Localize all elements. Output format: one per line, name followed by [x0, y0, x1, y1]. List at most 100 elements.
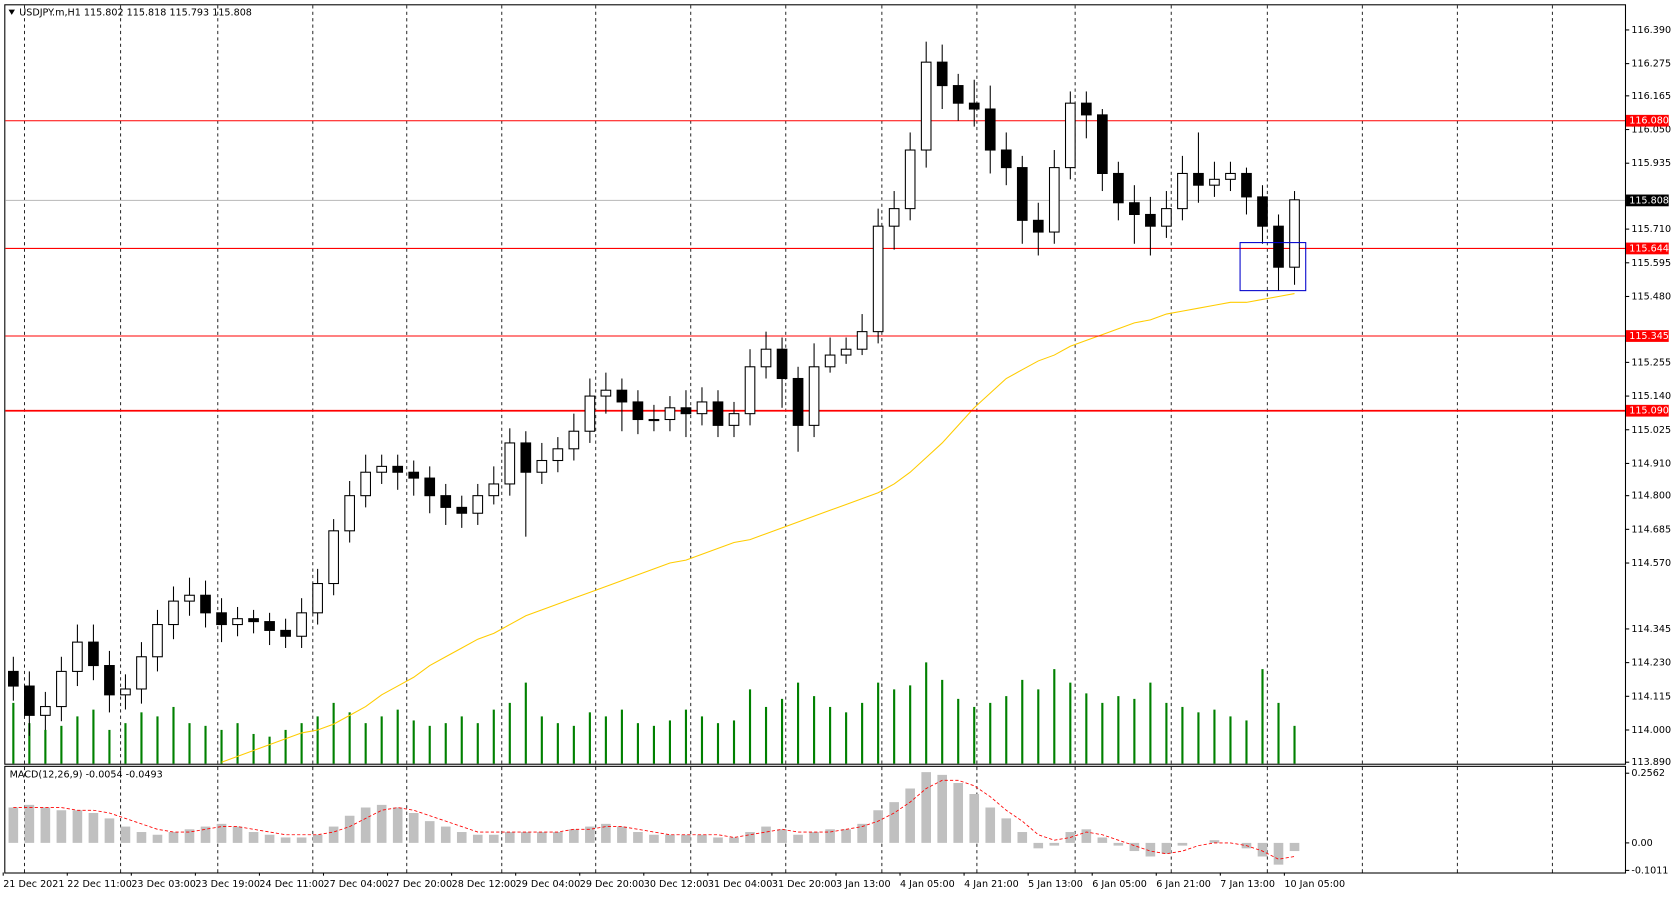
y2-tick-label: -0.1011 [1631, 865, 1668, 876]
candle-body [728, 413, 740, 426]
candle-body [904, 149, 916, 210]
candle-body [120, 688, 131, 696]
moving-average [221, 293, 1295, 763]
candle-body [920, 61, 932, 151]
y-tick-label: 116.275 [1631, 59, 1671, 70]
x-tick-label: 3 Jan 13:00 [836, 879, 891, 890]
candle-body [296, 612, 307, 637]
y-tick-label: 114.230 [1631, 658, 1671, 669]
signal-value: -0.0493 [126, 769, 163, 780]
macd-value: -0.0054 [86, 769, 123, 780]
candle-body [808, 366, 820, 426]
chart-header: USDJPY.m,H1 115.802 115.818 115.793 115.… [19, 7, 252, 18]
y-tick-label: 115.935 [1631, 158, 1671, 169]
candle-body [1225, 172, 1236, 180]
candle-body [72, 641, 83, 672]
level-label: 115.090 [1629, 406, 1669, 417]
level-label: 115.644 [1629, 243, 1669, 254]
y-tick-label: 114.345 [1631, 624, 1671, 635]
symbol: USDJPY.m,H1 [19, 7, 81, 18]
plot: 116.390 116.275 116.165 116.050 115.935 115.7… [2, 25, 1671, 890]
candle-body [856, 331, 868, 350]
candle-body [1241, 172, 1252, 198]
last-price-tag [1626, 194, 1669, 207]
level-tag [1626, 242, 1669, 255]
candle-body [600, 389, 612, 397]
y-tick-label: 115.255 [1631, 357, 1671, 368]
candle-body [440, 495, 452, 508]
x-tick-label: 4 Jan 05:00 [900, 879, 955, 890]
candle-body [456, 506, 468, 514]
candle-body [8, 670, 19, 687]
candle-body [648, 418, 660, 422]
x-tick-label: 10 Jan 05:00 [1284, 879, 1345, 890]
header-low: 115.793 [169, 7, 209, 18]
candle-body [712, 401, 724, 426]
candle-body [472, 495, 484, 514]
candle-body [232, 618, 243, 626]
candle-body [488, 483, 500, 497]
candle-body [1193, 172, 1204, 186]
candle-body [1145, 213, 1156, 227]
level-tag [1626, 404, 1669, 417]
x-tick-label: 24 Dec 11:00 [259, 879, 324, 890]
candle-body [984, 108, 996, 151]
candle-body [392, 465, 404, 473]
level-tag [1626, 330, 1669, 342]
candle-body [520, 442, 532, 473]
x-tick-label: 28 Dec 12:00 [452, 879, 517, 890]
candle-body [792, 377, 804, 426]
macd-pane [4, 765, 1627, 874]
x-tick-label: 30 Dec 12:00 [644, 879, 709, 890]
y-tick-label: 114.685 [1631, 524, 1671, 535]
y-tick-label: 114.000 [1631, 725, 1671, 736]
candle-body [936, 61, 948, 87]
candle-body [1064, 102, 1076, 169]
candle-body [632, 401, 644, 421]
y-tick-label: 114.115 [1631, 691, 1671, 702]
candle-body [88, 641, 99, 667]
y-tick-label: 116.165 [1631, 91, 1671, 102]
candle-body [264, 621, 275, 631]
candle-body [1048, 167, 1060, 233]
candle-body [1289, 199, 1300, 268]
candle-body [1097, 114, 1108, 174]
candle-body [184, 594, 195, 602]
macd-title: MACD(12,26,9) [10, 769, 83, 780]
y-tick-label: 115.595 [1631, 258, 1671, 269]
y-tick-label: 114.570 [1631, 558, 1671, 569]
candle-body [1000, 149, 1012, 169]
candle-body [168, 600, 179, 626]
candle-body [280, 629, 291, 637]
candle-body [424, 477, 436, 497]
x-tick-label: 5 Jan 13:00 [1028, 879, 1083, 890]
candle-body [584, 395, 596, 432]
candle-body [376, 465, 388, 473]
header-open: 115.802 [84, 7, 124, 18]
candle-body [1273, 225, 1284, 268]
level-label: 115.345 [1629, 331, 1669, 342]
y2-tick-label: 0.00 [1631, 838, 1652, 849]
y-tick-label: 116.390 [1631, 25, 1671, 36]
x-tick-label: 31 Dec 04:00 [708, 879, 773, 890]
candle-body [568, 430, 580, 450]
macd-header: MACD(12,26,9) -0.0054 -0.0493 [10, 769, 163, 780]
x-tick-label: 29 Dec 20:00 [580, 879, 645, 890]
y-tick-label: 115.480 [1631, 291, 1671, 302]
x-tick-label: 23 Dec 19:00 [195, 879, 260, 890]
candle-body [344, 495, 355, 532]
x-tick-label: 22 Dec 11:00 [67, 879, 132, 890]
level-label: 116.080 [1629, 116, 1669, 127]
candle-body [1209, 178, 1220, 186]
y-tick-label: 115.710 [1631, 224, 1671, 235]
y-tick-label: 113.890 [1631, 757, 1671, 768]
candle-body [552, 448, 564, 462]
x-tick-label: 4 Jan 21:00 [964, 879, 1019, 890]
menu-arrow [8, 9, 15, 15]
candle-body [56, 670, 67, 708]
candle-body [616, 389, 628, 403]
x-tick-label: 21 Dec 2021 [3, 879, 64, 890]
y-tick-label: 116.050 [1631, 125, 1671, 136]
candle-body [744, 366, 756, 415]
